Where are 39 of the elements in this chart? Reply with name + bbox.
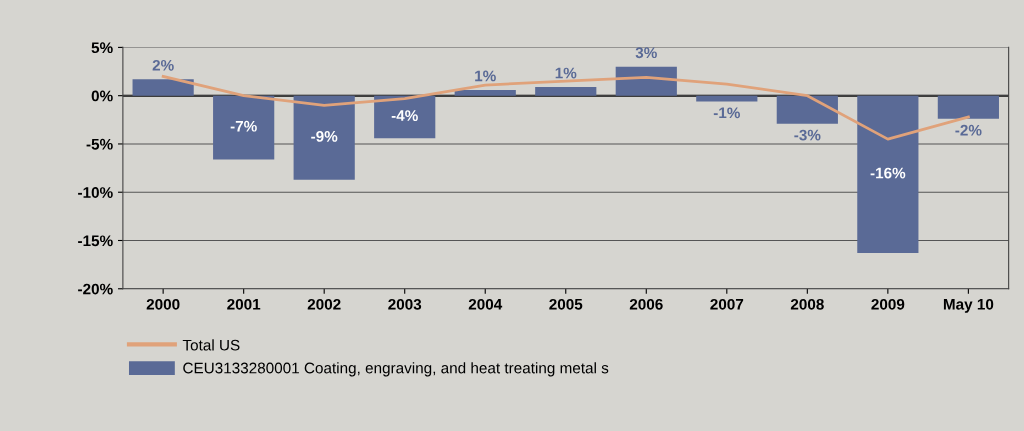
x-tick-label: 2001 [227, 298, 261, 310]
x-tick-label: 2003 [388, 298, 422, 310]
x-tick-label: 2007 [710, 298, 744, 310]
y-tick-label: -5% [86, 138, 113, 150]
bar [535, 86, 597, 96]
legend-label: CEU3133280001 Coating, engraving, and heat treating metal s [183, 362, 609, 377]
data-label: -7% [230, 120, 257, 132]
bar [293, 95, 355, 180]
y-tick-label: -20% [78, 283, 113, 295]
legend-label: Total US [182, 339, 240, 351]
x-tick-label: 2000 [146, 298, 180, 310]
y-tick-label: -15% [78, 235, 113, 247]
bar [857, 95, 919, 254]
y-tick-label: 0% [91, 90, 113, 102]
x-tick-label: 2004 [468, 298, 503, 310]
y-tick-label: 5% [91, 42, 113, 54]
bar [213, 95, 275, 160]
bar [132, 79, 194, 96]
data-label: -16% [870, 167, 906, 179]
data-label: -1% [713, 107, 740, 119]
data-label: -3% [794, 129, 821, 141]
x-tick-label: 2005 [549, 298, 583, 310]
bar [776, 95, 838, 124]
x-tick-label: 2002 [307, 298, 341, 310]
data-label: 1% [475, 70, 496, 82]
x-tick-label: 2006 [629, 298, 663, 310]
data-label: -4% [391, 110, 418, 121]
data-label: -9% [311, 130, 338, 142]
x-tick-label: May 10 [943, 298, 994, 313]
y-tick-label: -10% [78, 187, 113, 198]
bar [615, 66, 677, 96]
x-tick-label: 2008 [790, 298, 824, 310]
data-label: -2% [955, 124, 982, 136]
bar [937, 95, 999, 119]
bar [454, 89, 516, 96]
x-tick-label: 2009 [871, 298, 905, 310]
data-label: 1% [555, 67, 577, 79]
data-label: 3% [635, 47, 657, 59]
data-label: 2% [152, 59, 174, 71]
